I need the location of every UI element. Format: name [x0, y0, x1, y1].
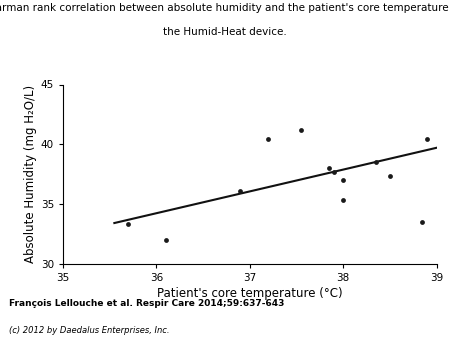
Text: François Lellouche et al. Respir Care 2014;59:637-643: François Lellouche et al. Respir Care 20… [9, 299, 284, 308]
Point [372, 160, 379, 165]
Point [265, 137, 272, 142]
Point [237, 188, 244, 193]
Text: Spearman rank correlation between absolute humidity and the patient's core tempe: Spearman rank correlation between absolu… [0, 3, 450, 14]
Point [423, 137, 431, 142]
Point [419, 219, 426, 224]
Point [386, 174, 393, 179]
Point [297, 127, 305, 132]
Text: (c) 2012 by Daedalus Enterprises, Inc.: (c) 2012 by Daedalus Enterprises, Inc. [9, 325, 170, 335]
Point [325, 165, 333, 171]
Text: the Humid-Heat device.: the Humid-Heat device. [163, 27, 287, 37]
Point [339, 177, 346, 183]
Point [330, 169, 338, 174]
Y-axis label: Absolute Humidity (mg H₂O/L): Absolute Humidity (mg H₂O/L) [23, 85, 36, 263]
X-axis label: Patient's core temperature (°C): Patient's core temperature (°C) [157, 287, 342, 300]
Point [125, 221, 132, 227]
Point [339, 198, 346, 203]
Point [162, 237, 169, 242]
